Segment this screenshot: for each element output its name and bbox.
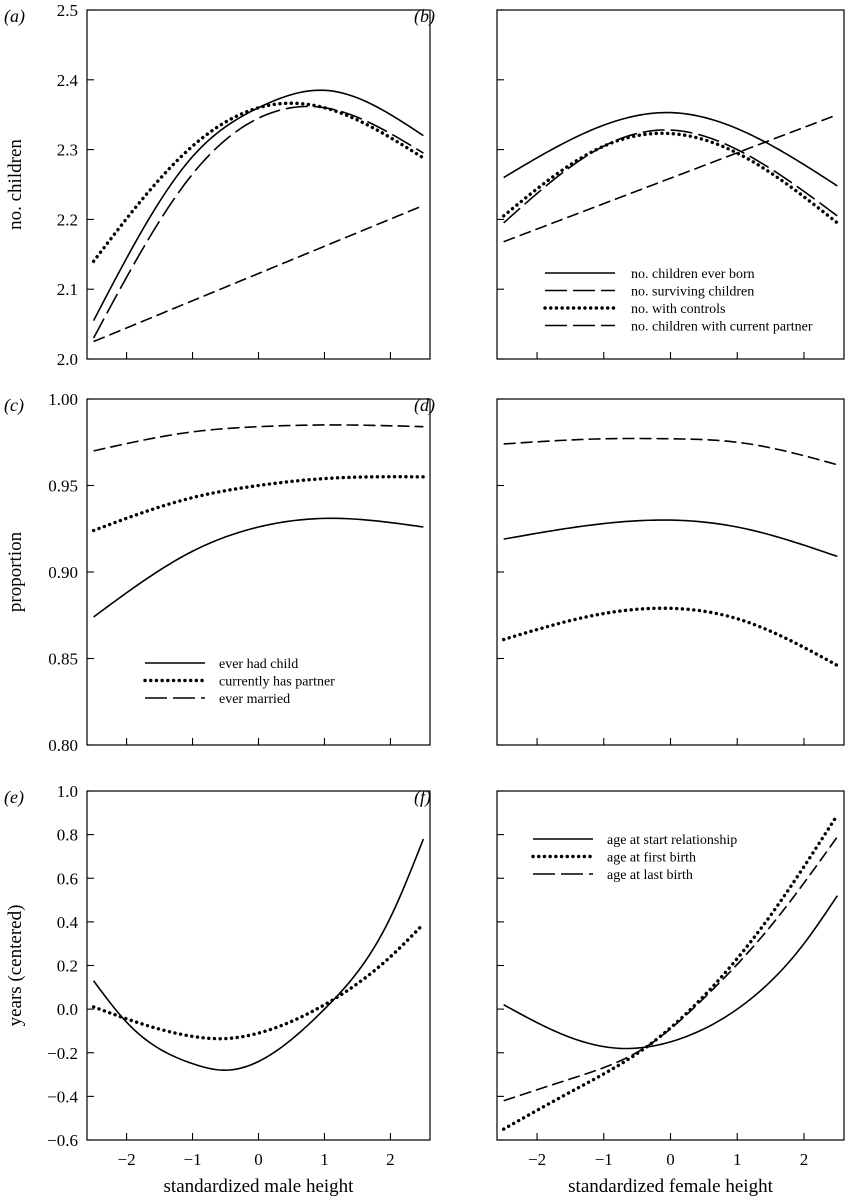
legend-label: age at start relationship: [607, 833, 737, 848]
y-tick-label: 0.2: [57, 957, 78, 976]
legend: no. children ever born no. surviving chil…: [543, 267, 813, 335]
panel-f: −2 −1 0 1 2 (f) standardized female height age …: [414, 787, 845, 1197]
legend-label: ever had child: [219, 657, 298, 672]
legend-label: no. children with current partner: [631, 320, 813, 335]
y-tick-label: −0.6: [47, 1131, 78, 1150]
series-line-no-children-with-current-partner: [93, 204, 424, 343]
x-tick-label: 2: [386, 1150, 395, 1169]
y-tick-label: 2.5: [57, 1, 78, 20]
panel-c: 0.80 0.85 0.90 0.95 1.00 (c) proportion ever ha…: [4, 390, 431, 755]
series-line-age-at-start-relationship: [503, 895, 838, 1050]
series-line-ever-married: [93, 424, 424, 452]
legend-label: no. children ever born: [631, 267, 755, 282]
series-line-no-children-ever-born: [503, 111, 838, 187]
y-tick-label: −0.2: [47, 1044, 78, 1063]
series-line-no-with-controls: [501, 131, 840, 225]
panel-label: (b): [414, 6, 435, 27]
panel-a: 2.0 2.1 2.2 2.3 2.4 2.5 (a) no. children: [4, 1, 431, 369]
y-tick-label: 0.85: [48, 650, 78, 669]
x-tick-label: −2: [528, 1150, 546, 1169]
panel-label: (c): [4, 395, 24, 416]
y-axis-label: no. children: [5, 139, 26, 230]
legend-label: ever married: [219, 692, 290, 707]
y-tick-label: 2.4: [57, 71, 79, 90]
series-line-age-at-first-birth: [91, 922, 426, 1041]
panel-label: (f): [414, 787, 431, 808]
series-line-ever-had-child: [93, 517, 424, 618]
series-line-age-at-start-relationship: [92, 838, 425, 1072]
y-tick-label: 0.0: [57, 1000, 78, 1019]
x-tick-label: −1: [595, 1150, 613, 1169]
legend: age at start relationship age at first bi…: [531, 833, 737, 883]
x-tick-label: 0: [254, 1150, 263, 1169]
y-axis-label: proportion: [5, 531, 26, 612]
series-line-currently-has-partner: [501, 606, 840, 668]
panel-e: −0.6 −0.4 −0.2 0.0 0.2 0.4 0.6 0.8 1.0 −2 −1 0 1 2 (e)…: [4, 782, 431, 1197]
legend-label: currently has partner: [219, 675, 335, 690]
panel-label: (d): [414, 395, 435, 416]
y-tick-label: 2.3: [57, 141, 78, 160]
legend-label: age at last birth: [607, 868, 693, 883]
x-axis-label: standardized male height: [164, 1176, 355, 1197]
y-axis-label: years (centered): [5, 905, 26, 1027]
panel-label: (a): [4, 6, 25, 27]
series-line-age-at-last-birth: [503, 836, 838, 1102]
y-tick-label: 2.2: [57, 210, 78, 229]
legend: ever had child currently has partner ever …: [143, 657, 335, 707]
series-line-no-children-with-current-partner: [503, 113, 838, 243]
panel-label: (e): [4, 787, 24, 808]
series-line-no-with-controls: [91, 101, 426, 263]
legend-label: no. surviving children: [631, 285, 754, 300]
y-tick-label: 0.6: [57, 869, 78, 888]
series-line-currently-has-partner: [91, 475, 426, 533]
series-line-no-surviving-children: [503, 129, 838, 224]
y-tick-label: 2.1: [57, 280, 78, 299]
legend-label: no. with controls: [631, 302, 726, 317]
series-line-no-surviving-children: [92, 105, 424, 339]
series-line-ever-married: [503, 437, 838, 466]
x-tick-label: −1: [183, 1150, 201, 1169]
x-tick-label: 2: [800, 1150, 809, 1169]
series-line-age-at-first-birth: [501, 813, 840, 1131]
y-tick-label: 0.80: [48, 736, 78, 755]
y-tick-label: 0.8: [57, 826, 78, 845]
y-tick-label: 0.4: [57, 913, 79, 932]
y-tick-label: 1.00: [48, 390, 78, 409]
y-tick-label: 0.95: [48, 477, 78, 496]
y-tick-label: 1.0: [57, 782, 78, 801]
panel-d: (d): [414, 395, 845, 746]
y-tick-label: 2.0: [57, 350, 78, 369]
legend-label: age at first birth: [607, 851, 696, 866]
plot-frame: [86, 790, 431, 1141]
x-axis-label: standardized female height: [568, 1176, 773, 1197]
y-tick-label: −0.4: [47, 1087, 78, 1106]
x-tick-label: −2: [118, 1150, 136, 1169]
x-tick-label: 1: [320, 1150, 329, 1169]
series-line-ever-had-child: [503, 519, 838, 558]
panel-b: (b) no. children ever born no. surviving c…: [414, 6, 845, 360]
plot-frame: [496, 398, 845, 746]
y-tick-label: 0.90: [48, 563, 78, 582]
x-tick-label: 1: [733, 1150, 742, 1169]
plot-frame: [86, 9, 431, 360]
x-tick-label: 0: [666, 1150, 675, 1169]
